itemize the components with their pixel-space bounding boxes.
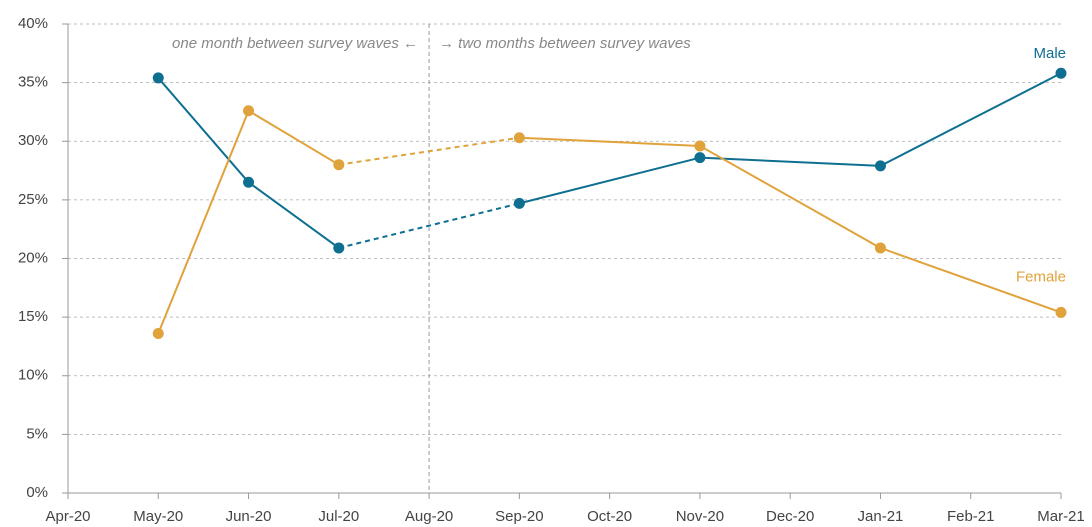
y-tick-label: 35% [18,74,48,91]
line-segment [699,156,881,167]
point [513,197,525,209]
y-tick-label: 25% [18,191,48,208]
point [874,160,886,172]
x-tick-label: Mar-21 [1037,508,1085,525]
annotation: → two months between survey waves [439,35,691,52]
y-tick-label: 30% [18,132,48,149]
line-segment [247,181,340,249]
y-tick-label: 15% [18,308,48,325]
x-tick-label: Oct-20 [587,508,632,525]
point [333,159,345,171]
point [694,152,706,164]
point [694,140,706,152]
line-segment [338,202,520,249]
point [152,328,164,340]
y-tick-label: 0% [26,484,48,501]
x-tick-label: Jan-21 [858,508,904,525]
point [243,176,255,188]
y-tick-label: 5% [26,425,48,442]
line-segment [699,145,881,249]
y-tick-label: 10% [18,367,48,384]
x-tick-label: Sep-20 [495,508,543,525]
x-tick-label: Apr-20 [45,508,90,525]
point [333,242,345,254]
x-tick-label: Feb-21 [947,508,995,525]
y-tick-label: 40% [18,15,48,32]
x-tick-label: Jun-20 [226,508,272,525]
x-tick-label: Nov-20 [676,508,724,525]
series-label: Male [1033,45,1066,62]
series-label: Female [1016,268,1066,285]
line-segment [157,110,250,334]
point [243,105,255,117]
line-segment [879,72,1062,167]
x-tick-label: Aug-20 [405,508,453,525]
point [1055,306,1067,318]
line-segment [338,136,520,166]
point [152,72,164,84]
point [513,132,525,144]
point [1055,67,1067,79]
line-segment [519,156,701,205]
annotation: one month between survey waves ← [172,35,418,52]
x-tick-label: Jul-20 [318,508,359,525]
point [874,242,886,254]
x-tick-label: May-20 [133,508,183,525]
line-segment [248,109,340,166]
y-tick-label: 20% [18,249,48,266]
line-segment [519,136,700,147]
x-tick-label: Dec-20 [766,508,814,525]
line-segment [880,247,1062,314]
line-segment [157,77,250,183]
